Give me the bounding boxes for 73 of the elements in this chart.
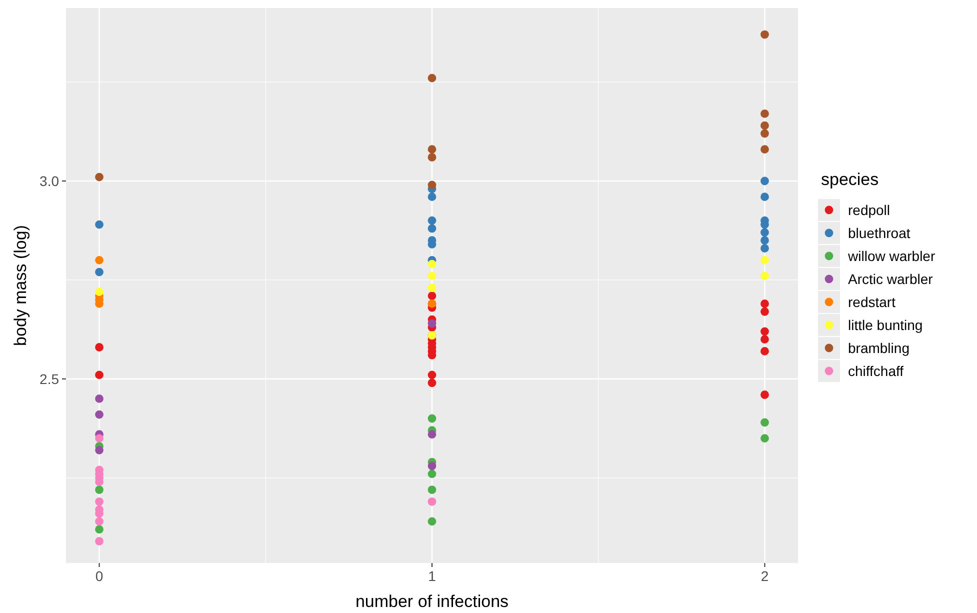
- point: [760, 390, 769, 399]
- legend-label: willow warbler: [847, 248, 936, 264]
- point: [428, 497, 436, 506]
- point: [428, 462, 436, 470]
- legend-label: chiffchaff: [848, 362, 904, 379]
- point: [760, 418, 769, 427]
- point: [95, 497, 104, 506]
- point: [760, 335, 769, 344]
- point: [428, 272, 436, 280]
- point: [428, 224, 436, 233]
- point: [428, 430, 436, 439]
- point: [95, 256, 104, 264]
- y-axis-title: body mass (log): [11, 225, 30, 346]
- point: [760, 129, 769, 138]
- point: [760, 192, 769, 202]
- point: [95, 537, 104, 546]
- point: [428, 74, 436, 82]
- point: [95, 517, 104, 526]
- point: [760, 272, 769, 280]
- point: [95, 525, 104, 534]
- legend-label: redstart: [848, 294, 896, 310]
- point: [428, 260, 436, 268]
- legend-title: species: [821, 170, 879, 189]
- point: [428, 414, 436, 423]
- point: [428, 145, 436, 154]
- point: [95, 446, 104, 454]
- point: [95, 486, 104, 494]
- point: [428, 319, 436, 328]
- point: [760, 327, 769, 336]
- x-tick-label: 2: [760, 568, 769, 584]
- point: [95, 220, 104, 229]
- point: [760, 176, 769, 186]
- point: [95, 410, 104, 419]
- x-tick-label: 0: [95, 568, 104, 584]
- point: [95, 172, 104, 182]
- point: [428, 292, 436, 300]
- point: [95, 394, 104, 403]
- point: [428, 517, 436, 526]
- point: [428, 378, 436, 388]
- point: [760, 121, 769, 130]
- point: [760, 307, 769, 316]
- point: [760, 109, 769, 118]
- point: [760, 300, 769, 308]
- legend-label: bluethroat: [848, 224, 910, 241]
- point: [95, 288, 104, 296]
- point: [428, 470, 436, 478]
- x-axis-title: number of infections: [355, 592, 509, 611]
- point: [428, 284, 436, 292]
- x-tick-label: 1: [428, 568, 436, 584]
- point: [760, 228, 769, 237]
- point: [428, 192, 436, 202]
- y-tick-label: 3.0: [40, 172, 60, 189]
- legend-label: brambling: [848, 340, 910, 356]
- point: [95, 268, 104, 276]
- point: [95, 434, 104, 443]
- point: [428, 370, 436, 380]
- y-tick-label: 2.5: [40, 370, 60, 387]
- point: [428, 216, 436, 225]
- legend-label: little bunting: [848, 316, 923, 333]
- point: [760, 145, 769, 154]
- legend-label: redpoll: [848, 202, 890, 218]
- point: [428, 180, 436, 190]
- legend-label: Arctic warbler: [848, 270, 934, 287]
- point: [428, 486, 436, 494]
- point: [95, 343, 104, 352]
- point: [760, 244, 769, 252]
- point: [428, 153, 436, 162]
- point: [95, 370, 104, 380]
- point: [760, 434, 769, 443]
- point: [760, 256, 769, 264]
- point: [760, 347, 769, 356]
- point: [760, 30, 769, 39]
- point: [760, 236, 769, 245]
